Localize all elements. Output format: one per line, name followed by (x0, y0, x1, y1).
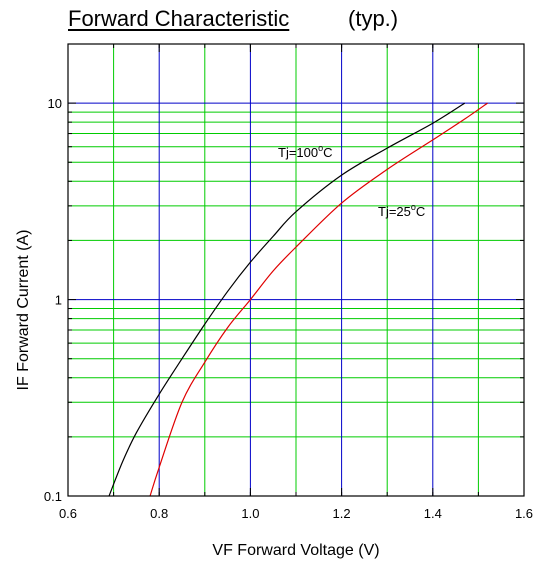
x-tick-label: 1.6 (515, 506, 533, 521)
x-tick-label: 1.0 (241, 506, 259, 521)
series-label-0: Tj=100oC (278, 143, 333, 160)
grid-layer (68, 44, 524, 496)
x-tick-label: 1.2 (333, 506, 351, 521)
x-tick-label: 0.8 (150, 506, 168, 521)
x-tick-label: 0.6 (59, 506, 77, 521)
series-line-0 (108, 102, 466, 497)
label-layer: 0.6 0.8 1.0 1.2 1.4 1.6 0.1 1 10 VF Forward Volta… (15, 96, 533, 559)
series-layer (108, 102, 488, 497)
axis-layer (67, 43, 525, 497)
y-tick-label: 10 (48, 96, 62, 111)
x-tick-label: 1.4 (424, 506, 442, 521)
series-line-1 (149, 102, 488, 497)
chart-subtitle: (typ.) (348, 6, 399, 31)
series-label-1: Tj=25oC (378, 202, 425, 219)
y-tick-label: 0.1 (44, 489, 62, 504)
x-axis-label: VF Forward Voltage (V) (212, 542, 379, 559)
chart-title: Forward Characteristic (68, 6, 290, 31)
y-tick-label: 1 (55, 293, 62, 308)
y-axis-label: IF Forward Current (A) (15, 230, 32, 391)
